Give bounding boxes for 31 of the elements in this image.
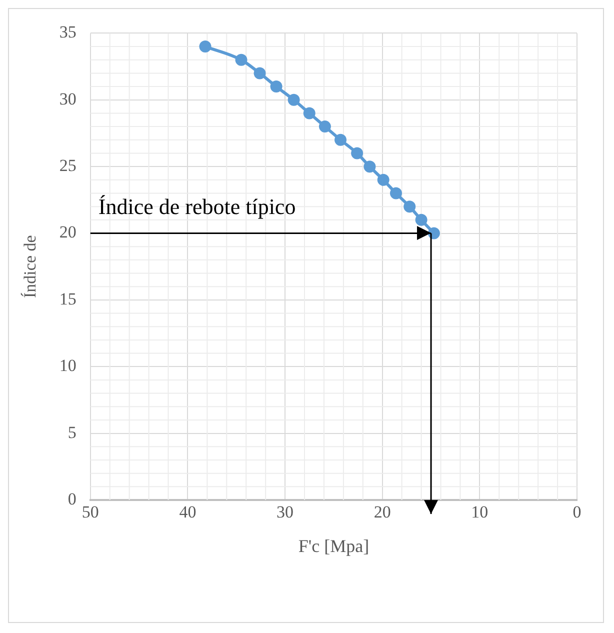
x-tick-label: 20: [374, 502, 391, 522]
y-tick-label: 20: [59, 222, 76, 242]
y-tick-label: 15: [59, 289, 76, 308]
y-tick-label: 35: [59, 22, 76, 42]
point: [318, 120, 331, 133]
point: [270, 80, 282, 93]
point: [390, 187, 402, 200]
y-tick-label: 5: [68, 422, 76, 442]
point: [288, 94, 300, 106]
x-tick-label: 0: [572, 502, 582, 522]
point: [415, 214, 428, 226]
point: [254, 67, 266, 80]
x-tick-label: 30: [276, 502, 294, 522]
point: [351, 147, 364, 160]
y-tick-label: 10: [59, 356, 76, 376]
ref-line-label: Índice de rebote típico: [98, 194, 296, 220]
x-tick-label: 50: [82, 502, 99, 522]
point: [377, 174, 390, 186]
point: [235, 54, 248, 66]
point: [364, 160, 376, 173]
point: [199, 40, 212, 53]
y-axis-title: Índice de: [20, 235, 40, 298]
y-tick-label: 0: [68, 489, 76, 508]
y-tick-label: 30: [59, 89, 76, 108]
x-axis-title: F'c [Mpa]: [298, 536, 370, 556]
x-tick-label: 40: [179, 502, 196, 522]
point: [334, 134, 347, 146]
x-tick-label: 10: [471, 502, 488, 522]
point: [303, 107, 316, 120]
y-tick-label: 25: [59, 156, 76, 176]
point: [404, 200, 416, 213]
